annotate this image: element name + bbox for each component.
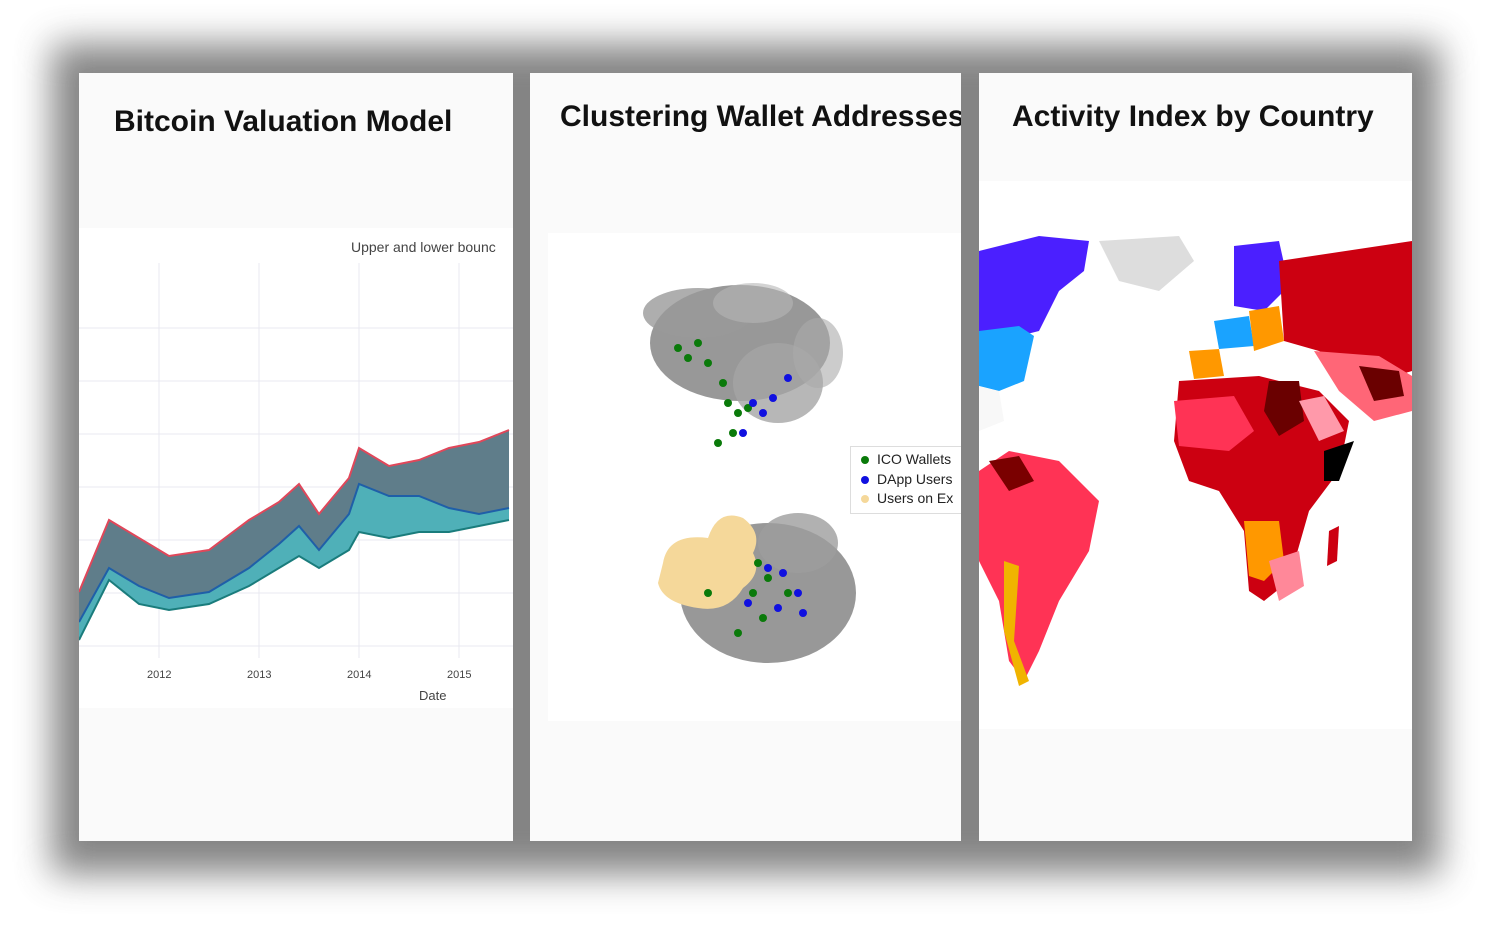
legend-item-ico: ICO Wallets [861, 451, 951, 467]
region-russia [1279, 241, 1412, 381]
ico-wallet-point [729, 429, 737, 437]
ico-wallet-point [744, 404, 752, 412]
ico-wallet-point [724, 399, 732, 407]
dapp-user-point [769, 394, 777, 402]
region-central-europe [1249, 306, 1284, 351]
ico-wallet-point [674, 344, 682, 352]
card-title: Activity Index by Country [1012, 100, 1374, 133]
bottom-cluster [658, 513, 856, 663]
ico-wallet-point [734, 409, 742, 417]
top-cluster [643, 283, 843, 423]
region-north-america [979, 236, 1089, 341]
dapp-user-point [764, 564, 772, 572]
region-venezuela [989, 456, 1034, 491]
ico-wallet-point [719, 379, 727, 387]
legend-label: Users on Ex [877, 490, 954, 506]
legend-marker [861, 495, 869, 504]
region-scandinavia [1234, 241, 1289, 311]
ico-wallet-point [754, 559, 762, 567]
dapp-user-point [784, 374, 792, 382]
region-afghanistan [1359, 366, 1404, 401]
legend-label: DApp Users [877, 471, 953, 487]
cluster-points [674, 339, 807, 637]
region-arabia [1299, 396, 1344, 441]
ico-wallet-point [684, 354, 692, 362]
region-central-asia [1314, 351, 1412, 421]
region-iberia [1189, 349, 1224, 379]
region-north-africa [1174, 396, 1254, 451]
exchange-users-region [658, 515, 757, 609]
legend-label: ICO Wallets [877, 451, 952, 467]
valuation-chart: Upper and lower bounc 2012 2013 2014 201… [79, 228, 513, 708]
legend-marker [861, 476, 869, 485]
legend-marker [861, 456, 869, 465]
ico-wallet-point [704, 589, 712, 597]
x-axis-title: Date [419, 688, 447, 703]
x-tick-label: 2015 [447, 669, 472, 681]
region-south-america [979, 451, 1099, 681]
legend: ICO Wallets DApp Users Users on Ex [850, 446, 961, 514]
region-western-europe [1214, 316, 1254, 349]
region-sudan [1264, 381, 1304, 436]
ico-wallet-point [714, 439, 722, 447]
card-activity-index[interactable]: Activity Index by Country [979, 73, 1412, 841]
cluster-chart: ICO Wallets DApp Users Users on Ex [548, 233, 961, 721]
dapp-user-point [759, 409, 767, 417]
region-south-africa [1269, 551, 1304, 601]
dapp-user-point [774, 604, 782, 612]
valuation-plot [79, 263, 513, 658]
dapp-user-point [794, 589, 802, 597]
x-tick-label: 2012 [147, 669, 172, 681]
dapp-user-point [799, 609, 807, 617]
ico-wallet-point [704, 359, 712, 367]
card-clustering-wallets[interactable]: Clustering Wallet Addresses ICO Wallets [530, 73, 961, 841]
region-madagascar [1327, 526, 1339, 566]
chart-title: Upper and lower bounc [351, 239, 496, 255]
ico-wallet-point [759, 614, 767, 622]
x-tick-label: 2013 [247, 669, 272, 681]
dapp-user-point [744, 599, 752, 607]
region-somalia [1324, 441, 1354, 481]
ico-wallet-point [784, 589, 792, 597]
region-usa-east [979, 326, 1034, 391]
region-chile [1004, 561, 1029, 686]
cluster-plot [643, 283, 856, 663]
price-line [79, 482, 510, 623]
dapp-user-point [749, 399, 757, 407]
region-greenland [1099, 236, 1194, 291]
ico-wallet-point [694, 339, 702, 347]
choropleth-map [979, 236, 1412, 686]
dapp-user-point [739, 429, 747, 437]
upper-band [79, 430, 509, 622]
world-map [979, 181, 1412, 729]
legend-item-exchange: Users on Ex [861, 490, 953, 506]
legend-item-dapp: DApp Users [861, 471, 952, 487]
x-tick-label: 2014 [347, 669, 372, 681]
card-title: Bitcoin Valuation Model [114, 105, 453, 138]
card-title: Clustering Wallet Addresses [560, 100, 961, 133]
dapp-user-point [779, 569, 787, 577]
lower-bound-line [79, 519, 510, 641]
lower-band [79, 484, 509, 640]
card-bitcoin-valuation[interactable]: Bitcoin Valuation Model Upper and lower … [79, 73, 513, 841]
ico-wallet-point [749, 589, 757, 597]
ico-wallet-point [764, 574, 772, 582]
ico-wallet-point [734, 629, 742, 637]
upper-bound-line [79, 429, 510, 593]
